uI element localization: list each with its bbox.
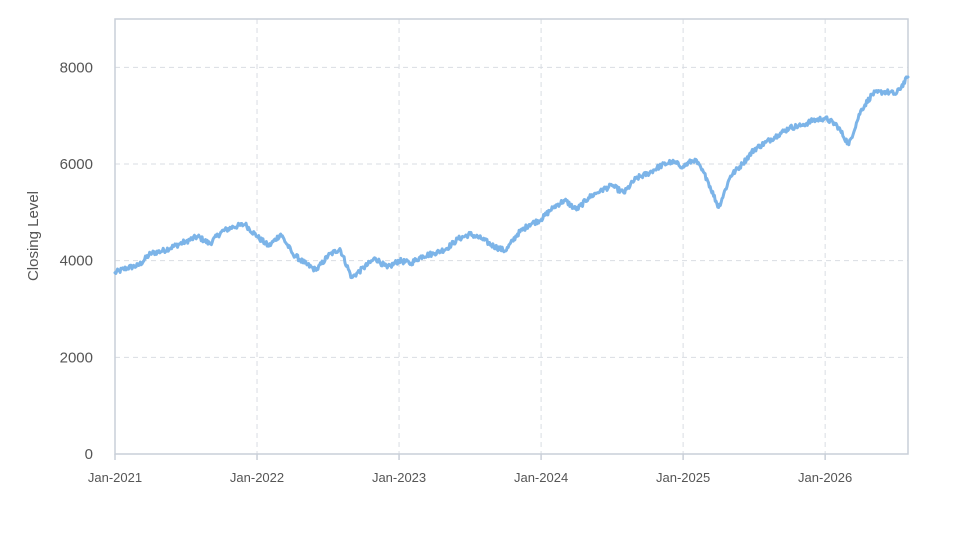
y-tick-label: 6000 <box>60 156 93 173</box>
x-tick-label: Jan-2024 <box>514 470 568 485</box>
tick-layer: 0 2000 4000 6000 8000 Jan-2021 Jan-2022 Jan-202… <box>60 59 853 485</box>
x-tick-label: Jan-2026 <box>798 470 852 485</box>
series-line <box>113 75 910 280</box>
x-tick-label: Jan-2022 <box>230 470 284 485</box>
y-tick-label: 0 <box>85 446 93 463</box>
y-axis-label: Closing Level <box>25 191 42 281</box>
x-tick-label: Jan-2025 <box>656 470 710 485</box>
plot-frame <box>114 18 909 455</box>
x-tick-label: Jan-2023 <box>372 470 426 485</box>
y-tick-label: 4000 <box>60 253 93 270</box>
y-tick-label: 2000 <box>60 349 93 366</box>
x-tick-label: Jan-2021 <box>88 470 142 485</box>
grid-layer <box>115 19 908 454</box>
y-tick-label: 8000 <box>60 59 93 76</box>
